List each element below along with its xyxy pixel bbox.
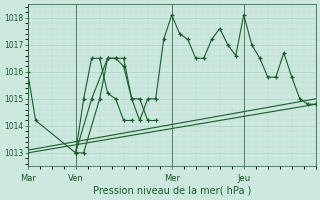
X-axis label: Pression niveau de la mer( hPa ): Pression niveau de la mer( hPa ) [92, 186, 251, 196]
